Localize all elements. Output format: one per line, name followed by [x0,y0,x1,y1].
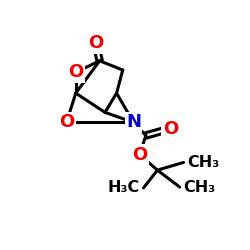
Text: CH₃: CH₃ [188,155,220,170]
Text: O: O [88,34,104,52]
Text: O: O [132,146,147,164]
Text: O: O [163,120,178,138]
Text: O: O [68,63,84,81]
Text: H₃C: H₃C [108,180,140,195]
Text: O: O [59,114,74,132]
Text: CH₃: CH₃ [184,180,216,194]
Text: N: N [126,114,141,132]
